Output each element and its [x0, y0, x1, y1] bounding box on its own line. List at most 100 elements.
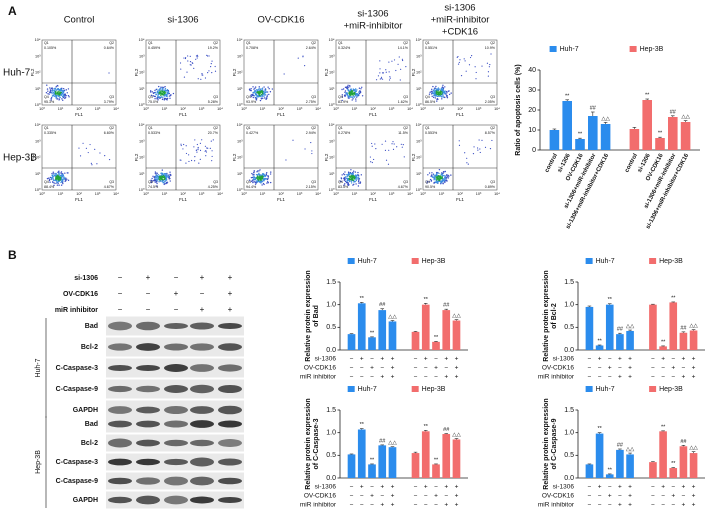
flow-plot: Q10.324%Q214.1%Q31.62%Q483.9%10⁰10⁰10¹10…: [324, 38, 413, 117]
y-tick-label: 10⁴: [237, 38, 243, 42]
y-tick-label: 10³: [329, 139, 335, 143]
event-dot: [157, 95, 159, 97]
event-dot: [60, 172, 62, 174]
y-tick-label: 0.5: [326, 324, 336, 331]
treatment-sign: −: [651, 502, 655, 509]
blot-band: [136, 458, 160, 466]
event-dot: [437, 91, 440, 93]
event-dot: [374, 143, 376, 145]
event-dot: [353, 181, 355, 183]
event-dot: [261, 94, 263, 97]
legend-swatch: [649, 386, 657, 392]
treatment-name: si-1306: [553, 484, 575, 491]
x-axis-label: FL1: [456, 112, 464, 117]
significance-mark: **: [671, 295, 676, 301]
x-tick-label: 10⁰: [241, 192, 247, 196]
treatment-sign: −: [588, 365, 592, 372]
y-tick-label: 10²: [416, 156, 422, 160]
x-axis-label: FL1: [369, 197, 377, 202]
event-dot: [189, 61, 192, 63]
event-dot: [155, 88, 157, 91]
event-dot: [388, 79, 391, 81]
treatment-sign: +: [391, 374, 395, 381]
event-dot: [58, 172, 61, 174]
event-dot: [51, 87, 53, 89]
event-dot: [253, 171, 255, 174]
y-tick-label: 10⁴: [139, 123, 145, 127]
event-dot: [342, 88, 345, 90]
event-dot: [254, 181, 257, 183]
event-dot: [211, 60, 213, 62]
bar: [629, 129, 640, 150]
bar: [588, 116, 598, 150]
event-dot: [349, 171, 352, 174]
y-tick-label: 10⁴: [416, 123, 422, 127]
cell-line-label: Huh-7: [35, 358, 42, 377]
quadrant-percent: 2.75%: [306, 100, 317, 104]
event-dot: [158, 93, 160, 96]
event-dot: [63, 96, 65, 99]
bar: [378, 445, 387, 478]
significance-mark: △△: [388, 440, 397, 446]
event-dot: [64, 177, 66, 179]
event-dot: [52, 179, 55, 182]
event-dot: [200, 78, 202, 80]
panel-label: B: [8, 248, 17, 262]
significance-mark: **: [661, 424, 666, 430]
event-dot: [297, 57, 299, 59]
event-dot: [352, 176, 354, 178]
event-dot: [255, 93, 257, 95]
event-dot: [199, 158, 201, 160]
treatment-sign: +: [424, 484, 428, 491]
event-dot: [179, 62, 182, 64]
event-dot: [490, 53, 492, 55]
treatment-sign: −: [618, 365, 622, 372]
quadrant-name: Q1: [425, 41, 430, 45]
treatment-sign: −: [588, 484, 592, 491]
event-dot: [352, 94, 354, 96]
significance-mark: **: [661, 339, 666, 345]
event-dot: [348, 174, 350, 176]
event-dot: [379, 60, 381, 62]
event-dot: [157, 99, 159, 101]
event-dot: [154, 177, 156, 179]
event-dot: [258, 173, 260, 176]
event-dot: [197, 78, 199, 80]
y-axis-label: FL2: [232, 68, 237, 76]
column-header: +miR-inhibitor: [344, 21, 403, 32]
significance-mark: ##: [443, 303, 450, 309]
event-dot: [351, 99, 353, 101]
event-dot: [165, 174, 168, 177]
event-dot: [254, 86, 257, 88]
y-axis-label: Relative protein expression: [305, 398, 312, 489]
event-dot: [359, 90, 362, 93]
event-dot: [349, 92, 352, 94]
event-dot: [442, 90, 445, 92]
x-axis-label: FL1: [456, 197, 464, 202]
y-tick-label: 10⁴: [35, 38, 41, 42]
event-dot: [344, 179, 346, 181]
event-dot: [357, 185, 360, 187]
event-dot: [53, 172, 55, 175]
event-dot: [261, 87, 264, 89]
y-tick-label: 10¹: [35, 87, 41, 91]
y-tick-label: 10⁰: [329, 188, 335, 192]
event-dot: [436, 180, 438, 182]
event-dot: [50, 178, 52, 181]
treatment-name: miR inhibitor: [538, 374, 575, 381]
treatment-name: si-1306: [74, 275, 98, 282]
event-dot: [78, 147, 80, 149]
y-tick-label: 10⁰: [237, 188, 243, 192]
bar: [595, 345, 604, 350]
event-dot: [199, 149, 202, 151]
event-dot: [347, 179, 349, 181]
event-dot: [445, 177, 448, 179]
event-dot: [168, 95, 171, 97]
event-dot: [255, 98, 257, 100]
bar: [388, 447, 397, 478]
event-dot: [481, 65, 483, 67]
event-dot: [154, 172, 157, 175]
event-dot: [488, 66, 490, 68]
event-dot: [64, 179, 67, 181]
event-dot: [391, 143, 393, 145]
